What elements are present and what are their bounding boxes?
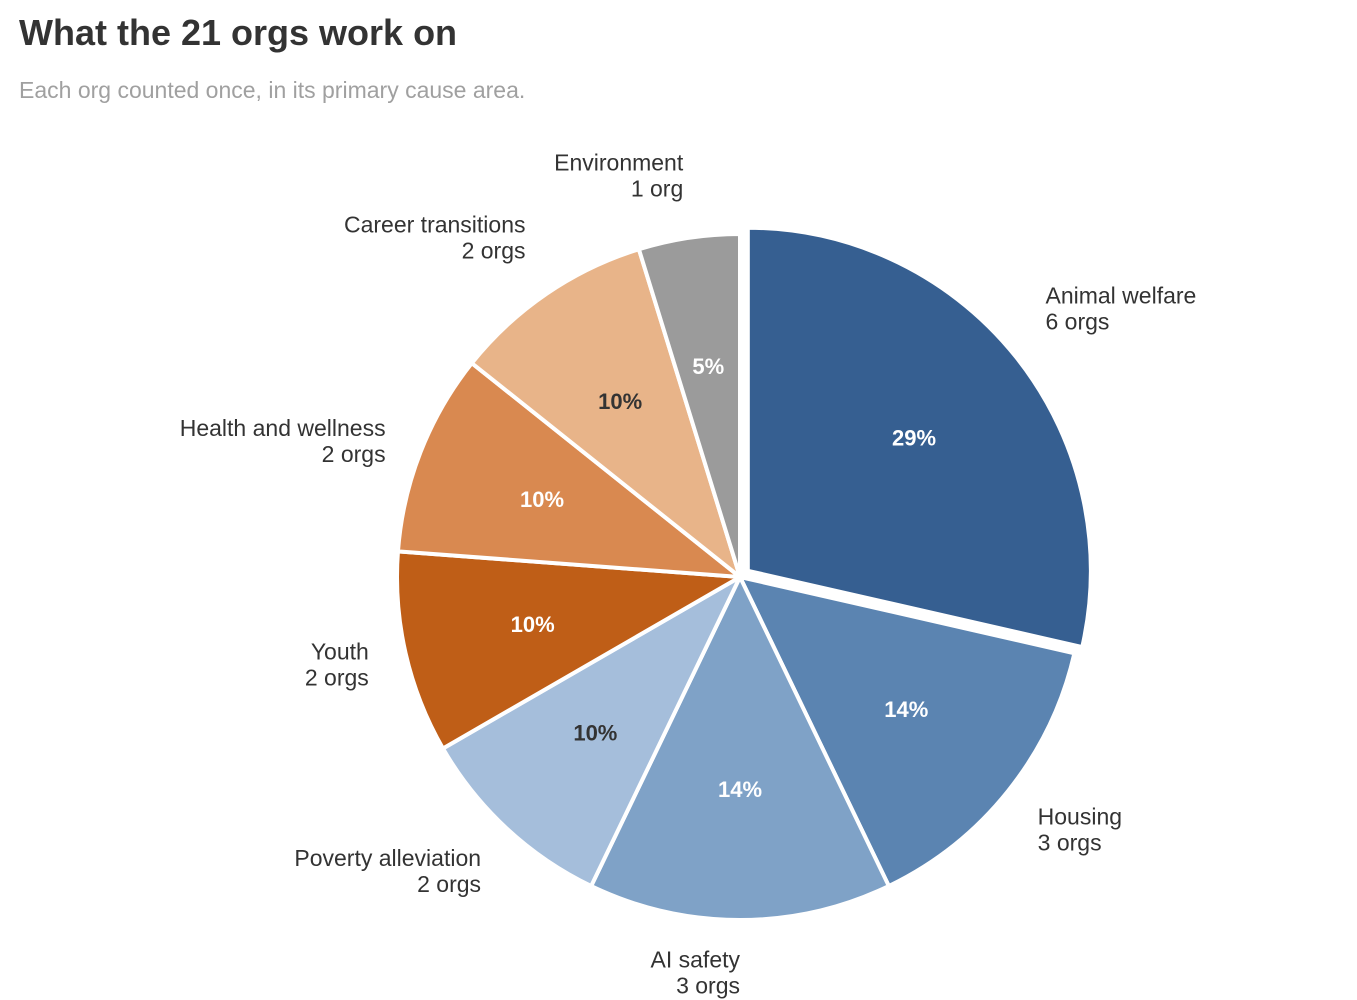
slice-count-label: 2 orgs (322, 441, 386, 467)
pie-slice-ai-safety[interactable] (589, 575, 891, 922)
slice-percent-label-environment: 5% (692, 354, 724, 379)
slice-percent-label-animal-welfare: 29% (892, 426, 936, 451)
slice-category-label: Health and wellness (180, 415, 386, 441)
slice-count-label: 2 orgs (417, 871, 481, 897)
slice-outside-label-health-and-wellness: Health and wellness 2 orgs (180, 415, 386, 467)
slice-outside-label-career-transitions: Career transitions 2 orgs (344, 211, 526, 263)
slice-category-label: Animal welfare (1045, 282, 1196, 308)
slice-category-label: Poverty alleviation (294, 845, 481, 871)
slice-category-label: Environment (554, 150, 684, 176)
slice-outside-label-ai-safety: AI safety 3 orgs (651, 947, 741, 999)
chart-subtitle: Each org counted once, in its primary ca… (19, 77, 526, 103)
slice-outside-label-animal-welfare: Animal welfare 6 orgs (1045, 282, 1196, 334)
pie-slice-housing[interactable] (738, 575, 1077, 889)
chart-title: What the 21 orgs work on (19, 12, 458, 53)
slice-count-label: 2 orgs (305, 665, 369, 691)
slice-category-label: Housing (1038, 803, 1122, 829)
slice-percent-label-youth: 10% (511, 612, 555, 637)
slice-outside-label-youth: Youth 2 orgs (305, 639, 369, 691)
pie-slice-career-transitions[interactable] (469, 247, 742, 579)
slice-count-label: 2 orgs (462, 237, 526, 263)
slice-percent-label-housing: 14% (884, 697, 928, 722)
slice-outside-label-housing: Housing 3 orgs (1038, 803, 1122, 855)
slice-count-label: 3 orgs (1038, 829, 1102, 855)
slice-count-label: 1 org (631, 176, 683, 202)
slice-percent-label-career-transitions: 10% (598, 389, 642, 414)
slice-percent-label-poverty-alleviation: 10% (573, 720, 617, 745)
slice-outside-label-environment: Environment 1 org (554, 150, 684, 202)
slice-category-label: Career transitions (344, 211, 526, 237)
slice-percent-label-health-and-wellness: 10% (520, 487, 564, 512)
slice-category-label: AI safety (651, 947, 741, 973)
slice-count-label: 3 orgs (676, 973, 740, 999)
pie-slice-poverty-alleviation[interactable] (440, 575, 742, 889)
pie-slice-health-and-wellness[interactable] (395, 361, 742, 579)
pie-slice-animal-welfare[interactable] (745, 225, 1093, 650)
pie-slice-environment[interactable] (636, 232, 742, 579)
pie-slice-youth[interactable] (395, 549, 742, 751)
slice-category-label: Youth (311, 639, 369, 665)
slice-outside-label-poverty-alleviation: Poverty alleviation 2 orgs (294, 845, 481, 897)
slice-count-label: 6 orgs (1045, 308, 1109, 334)
slice-percent-label-ai-safety: 14% (718, 777, 762, 802)
